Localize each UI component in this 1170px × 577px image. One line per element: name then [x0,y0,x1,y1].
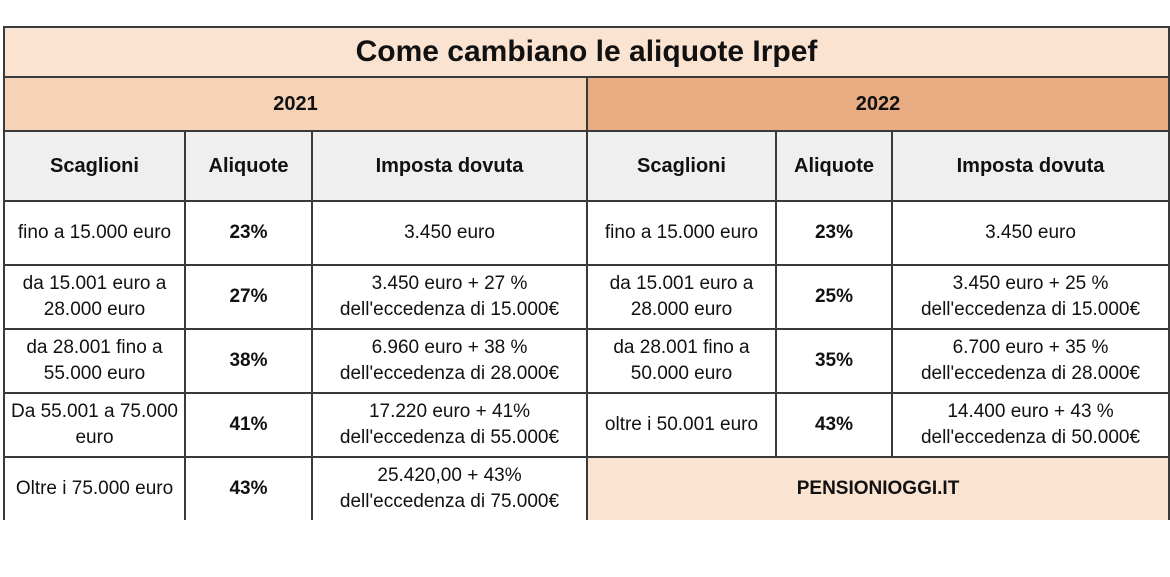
scaglione-2022: da 15.001 euro a 28.000 euro [586,264,777,330]
header-scaglioni-2021: Scaglioni [3,130,186,202]
aliquota-2022: 35% [775,328,893,394]
aliquota-2022: 43% [775,392,893,458]
scaglione-2021: Oltre i 75.000 euro [3,456,186,520]
table-row: da 15.001 euro a 28.000 euro 27% 3.450 e… [3,264,1170,330]
imposta-2021: 17.220 euro + 41% dell'eccedenza di 55.0… [311,392,588,458]
header-imposta-2021: Imposta dovuta [311,130,588,202]
aliquota-2022: 25% [775,264,893,330]
header-imposta-2022: Imposta dovuta [890,130,1170,202]
table-row: Oltre i 75.000 euro 43% 25.420,00 + 43% … [3,456,1170,520]
brand-watermark: PENSIONIOGGI.IT [585,456,1170,520]
scaglione-2022: da 28.001 fino a 50.000 euro [586,328,777,394]
aliquota-2021: 23% [184,200,313,266]
aliquota-2021: 41% [184,392,313,458]
year-header-2021: 2021 [3,76,588,132]
header-aliquote-2021: Aliquote [184,130,313,202]
scaglione-2021: da 28.001 fino a 55.000 euro [3,328,186,394]
scaglione-2021: Da 55.001 a 75.000 euro [3,392,186,458]
imposta-2022: 3.450 euro [890,200,1170,266]
table-row: Da 55.001 a 75.000 euro 41% 17.220 euro … [3,392,1170,458]
year-header-2022: 2022 [585,76,1170,132]
aliquota-2021: 43% [184,456,313,520]
aliquota-2021: 38% [184,328,313,394]
imposta-2022: 6.700 euro + 35 % dell'eccedenza di 28.0… [890,328,1170,394]
scaglione-2022: fino a 15.000 euro [586,200,777,266]
imposta-2021: 3.450 euro + 27 % dell'eccedenza di 15.0… [311,264,588,330]
irpef-table-container: Come cambiano le aliquote Irpef 2021 202… [2,26,1170,520]
header-aliquote-2022: Aliquote [775,130,893,202]
table-row: da 28.001 fino a 55.000 euro 38% 6.960 e… [3,328,1170,394]
imposta-2021: 6.960 euro + 38 % dell'eccedenza di 28.0… [311,328,588,394]
scaglione-2021: fino a 15.000 euro [3,200,186,266]
aliquota-2022: 23% [775,200,893,266]
imposta-2021: 25.420,00 + 43% dell'eccedenza di 75.000… [311,456,588,520]
table-row: fino a 15.000 euro 23% 3.450 euro fino a… [3,200,1170,266]
table-title: Come cambiano le aliquote Irpef [2,26,1170,78]
imposta-2022: 14.400 euro + 43 % dell'eccedenza di 50.… [890,392,1170,458]
scaglione-2022: oltre i 50.001 euro [586,392,777,458]
imposta-2022: 3.450 euro + 25 % dell'eccedenza di 15.0… [890,264,1170,330]
irpef-rates-table: Come cambiano le aliquote Irpef 2021 202… [2,26,1170,520]
scaglione-2021: da 15.001 euro a 28.000 euro [3,264,186,330]
imposta-2021: 3.450 euro [311,200,588,266]
header-scaglioni-2022: Scaglioni [586,130,777,202]
aliquota-2021: 27% [184,264,313,330]
